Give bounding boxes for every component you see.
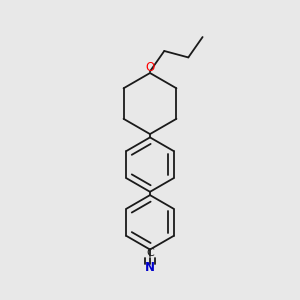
Text: O: O <box>146 61 154 74</box>
Text: C: C <box>146 248 154 258</box>
Text: N: N <box>145 261 155 274</box>
